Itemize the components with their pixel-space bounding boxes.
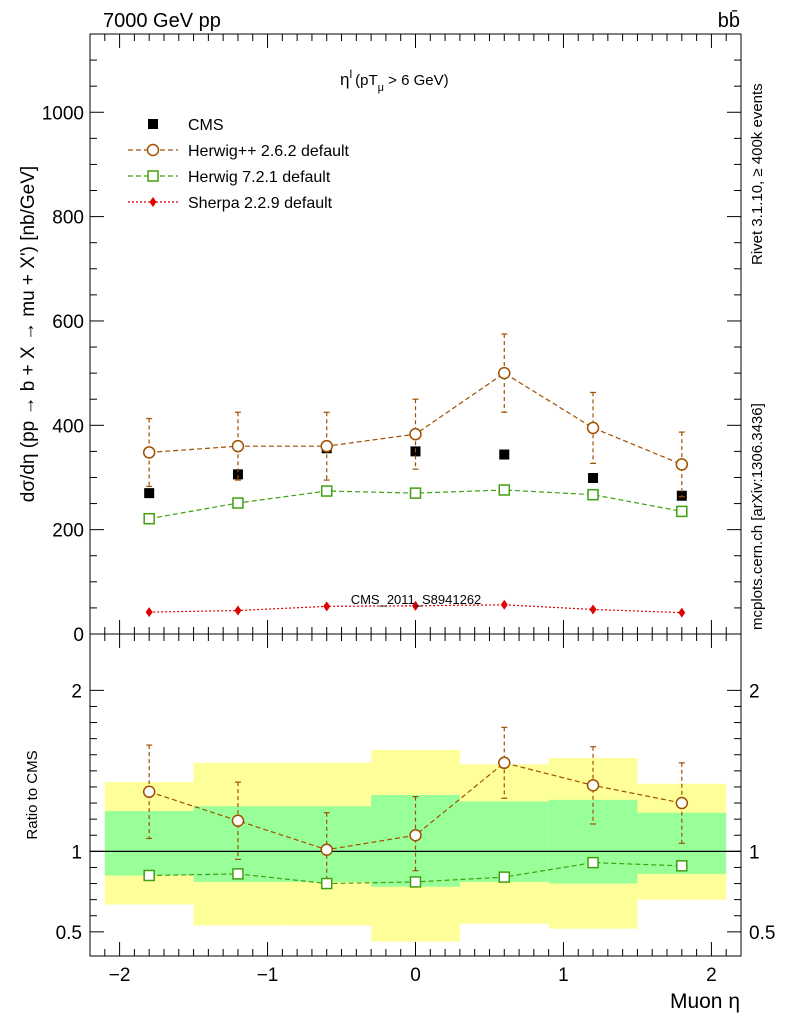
- main-panel: 0 200 400 600 800 1000 ηl (pTμ > 6 GeV) CMS_20…: [18, 33, 742, 646]
- series-1-point: [142, 446, 156, 459]
- series-2-point: [498, 484, 511, 496]
- series-1-point: [676, 860, 688, 872]
- series-3-point: [678, 607, 686, 618]
- main-ytick-label: 1000: [42, 103, 84, 124]
- plot-title-sup: l: [349, 67, 352, 81]
- watermark: CMS_2011_S8941262: [351, 592, 482, 607]
- ratio-ytick-label: 1: [71, 842, 82, 863]
- series-1-point: [498, 871, 511, 883]
- legend-1-label: Herwig++ 2.6.2 default: [188, 143, 350, 160]
- series-1-point: [320, 439, 333, 453]
- legend-3-label: Sherpa 2.2.9 default: [188, 195, 333, 212]
- series-1-point: [409, 427, 422, 441]
- plot-title-main: η: [340, 70, 349, 89]
- main-ytick-label: 600: [52, 312, 84, 333]
- series-0-point: [144, 488, 155, 499]
- series-2-point: [409, 487, 422, 499]
- series-1-point: [587, 856, 599, 869]
- series-0-point: [232, 469, 243, 480]
- plot-title-paren: (pT: [355, 72, 378, 89]
- series-2-point: [143, 512, 155, 525]
- ratio-band-green: [548, 799, 638, 884]
- ratio-ytick-label: 0.5: [56, 923, 82, 944]
- series-1-point: [232, 868, 244, 880]
- series-3-point: [589, 604, 597, 615]
- series-0-point: [409, 829, 422, 842]
- rivet-label: Rivet 3.1.10, ≥ 400k events: [749, 83, 766, 265]
- main-ytick-label: 200: [52, 521, 84, 542]
- main-ytick-label: 400: [52, 416, 84, 437]
- legend: CMS Herwig++ 2.6.2 default Herwig 7.2.1 de…: [128, 117, 350, 212]
- series-3-point: [145, 607, 153, 618]
- main-axes: 0 200 400 600 800 1000: [42, 34, 742, 646]
- ratio-xtick-label: 1: [558, 965, 569, 986]
- series-0-point: [231, 814, 245, 828]
- mcplots-label: mcplots.cern.ch [arXiv:1306.3436]: [749, 403, 766, 630]
- ratio-xtick-label: 2: [706, 965, 717, 986]
- series-3-point: [412, 600, 419, 611]
- series-3-point: [234, 605, 242, 616]
- series-1-point: [586, 421, 600, 435]
- ratio-xtick-label: −2: [109, 965, 131, 986]
- main-ytick-label: 800: [52, 208, 84, 229]
- legend-3-marker: [149, 197, 157, 207]
- series-1-point: [231, 439, 245, 453]
- series-0-point: [675, 796, 689, 810]
- main-ylabel: dσ/dη (pp → b + X → mu + X') [nb/GeV]: [18, 166, 39, 502]
- legend-2-marker: [147, 170, 159, 182]
- ratio-band-green: [104, 811, 194, 876]
- series-0-point: [499, 449, 510, 460]
- legend-1-marker: [146, 143, 160, 157]
- series-3-point: [323, 601, 331, 612]
- series-0-point: [586, 779, 600, 792]
- series-1-point: [675, 458, 689, 471]
- series-0-point: [142, 785, 156, 799]
- series-0-point: [498, 756, 511, 770]
- series-1-point: [409, 876, 422, 888]
- plot-title: ηl (pTμ > 6 GeV): [340, 67, 449, 94]
- series-1-point: [320, 877, 333, 890]
- series-2-point: [232, 497, 244, 509]
- ratio-panel: 0.5 0.5 1 1 2 2 −2 −1 0 1 2 Ratio to CMS Muon η: [24, 633, 775, 1013]
- process-label: bb̄: [718, 9, 740, 32]
- series-0-point: [588, 473, 599, 483]
- ratio-ytick-label: 2: [71, 681, 82, 702]
- main-plot-area: [142, 333, 689, 618]
- legend-2-label: Herwig 7.2.1 default: [188, 169, 331, 186]
- ratio-band-green: [459, 801, 549, 882]
- series-0-point: [320, 843, 333, 856]
- energy-label: 7000 GeV pp: [103, 10, 221, 32]
- series-2-point: [676, 505, 688, 518]
- ratio-ytick-label-right: 1: [749, 842, 760, 863]
- ratio-ylabel: Ratio to CMS: [24, 750, 41, 839]
- ratio-xlabel: Muon η: [670, 990, 740, 1013]
- plot-title-rest: > 6 GeV): [384, 72, 449, 89]
- ratio-axes: 0.5 0.5 1 1 2 2 −2 −1 0 1 2: [56, 634, 775, 986]
- main-ytick-label: 0: [73, 625, 84, 646]
- series-2-point: [320, 485, 333, 497]
- plot-title-sub: μ: [378, 82, 384, 94]
- ratio-plot-area: [90, 726, 741, 942]
- legend-0-label: CMS: [188, 117, 224, 134]
- series-1-point: [498, 366, 511, 380]
- series-1-point: [143, 869, 155, 882]
- ratio-xtick-label: 0: [410, 965, 421, 986]
- ratio-ytick-label-right: 2: [749, 681, 760, 702]
- ratio-xtick-label: −1: [257, 965, 279, 986]
- series-2-point: [587, 488, 599, 501]
- ratio-ytick-label-right: 0.5: [749, 923, 775, 944]
- series-3-point: [500, 599, 508, 610]
- legend-0-marker: [148, 119, 158, 129]
